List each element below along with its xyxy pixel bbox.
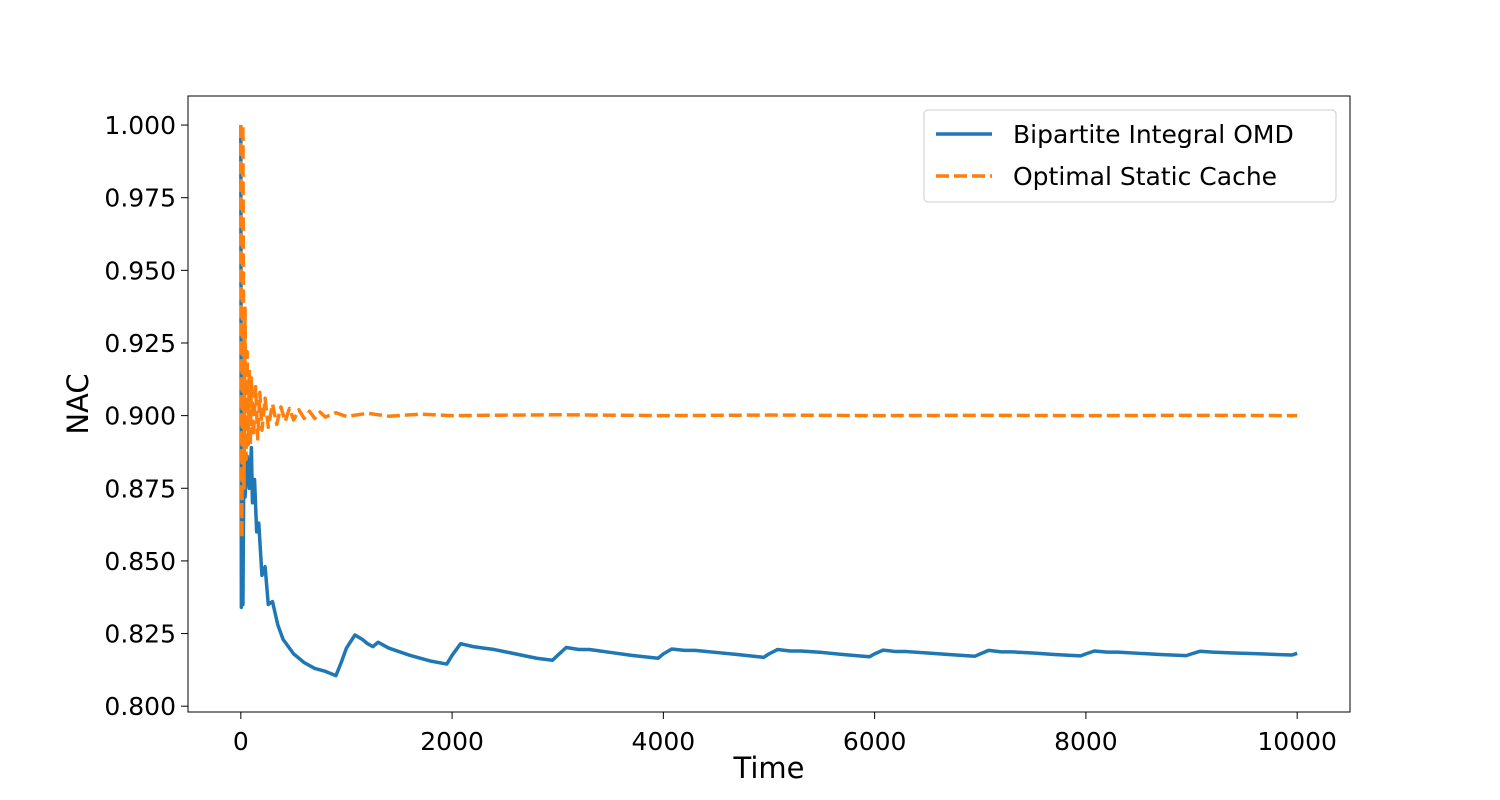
x-tick-label: 4000 xyxy=(632,727,696,756)
x-tick-label: 0 xyxy=(233,727,249,756)
plot-area-frame xyxy=(187,95,1351,713)
x-tick-label: 10000 xyxy=(1257,727,1337,756)
y-tick-label: 0.925 xyxy=(104,329,176,358)
legend: Bipartite Integral OMD Optimal Static Ca… xyxy=(923,109,1337,203)
x-tick-label: 6000 xyxy=(843,727,907,756)
y-tick-label: 1.000 xyxy=(104,111,176,140)
y-tick-label: 0.875 xyxy=(104,474,176,503)
x-axis: 0 2000 4000 6000 8000 10000 xyxy=(233,712,1337,756)
x-axis-title: Time xyxy=(733,751,805,785)
y-tick-label: 0.950 xyxy=(104,256,176,285)
legend-box xyxy=(923,109,1337,203)
series-layer xyxy=(239,123,1298,678)
x-tick-label: 2000 xyxy=(420,727,484,756)
legend-label-optimal-static-cache: Optimal Static Cache xyxy=(1013,162,1277,191)
y-tick-label: 0.850 xyxy=(104,547,176,576)
series-line-optimal-static-cache xyxy=(239,123,1298,540)
y-tick-label: 0.975 xyxy=(104,184,176,213)
legend-label-bipartite-integral-omd: Bipartite Integral OMD xyxy=(1013,120,1294,149)
y-tick-label: 0.900 xyxy=(104,402,176,431)
y-tick-label: 0.825 xyxy=(104,620,176,649)
x-tick-label: 8000 xyxy=(1054,727,1118,756)
y-axis-title: NAC xyxy=(61,373,95,434)
y-axis: 0.800 0.825 0.850 0.875 0.900 0.925 0.950 0.975… xyxy=(104,111,188,721)
y-tick-label: 0.800 xyxy=(104,692,176,721)
series-line-bipartite-integral-omd xyxy=(239,125,1298,678)
